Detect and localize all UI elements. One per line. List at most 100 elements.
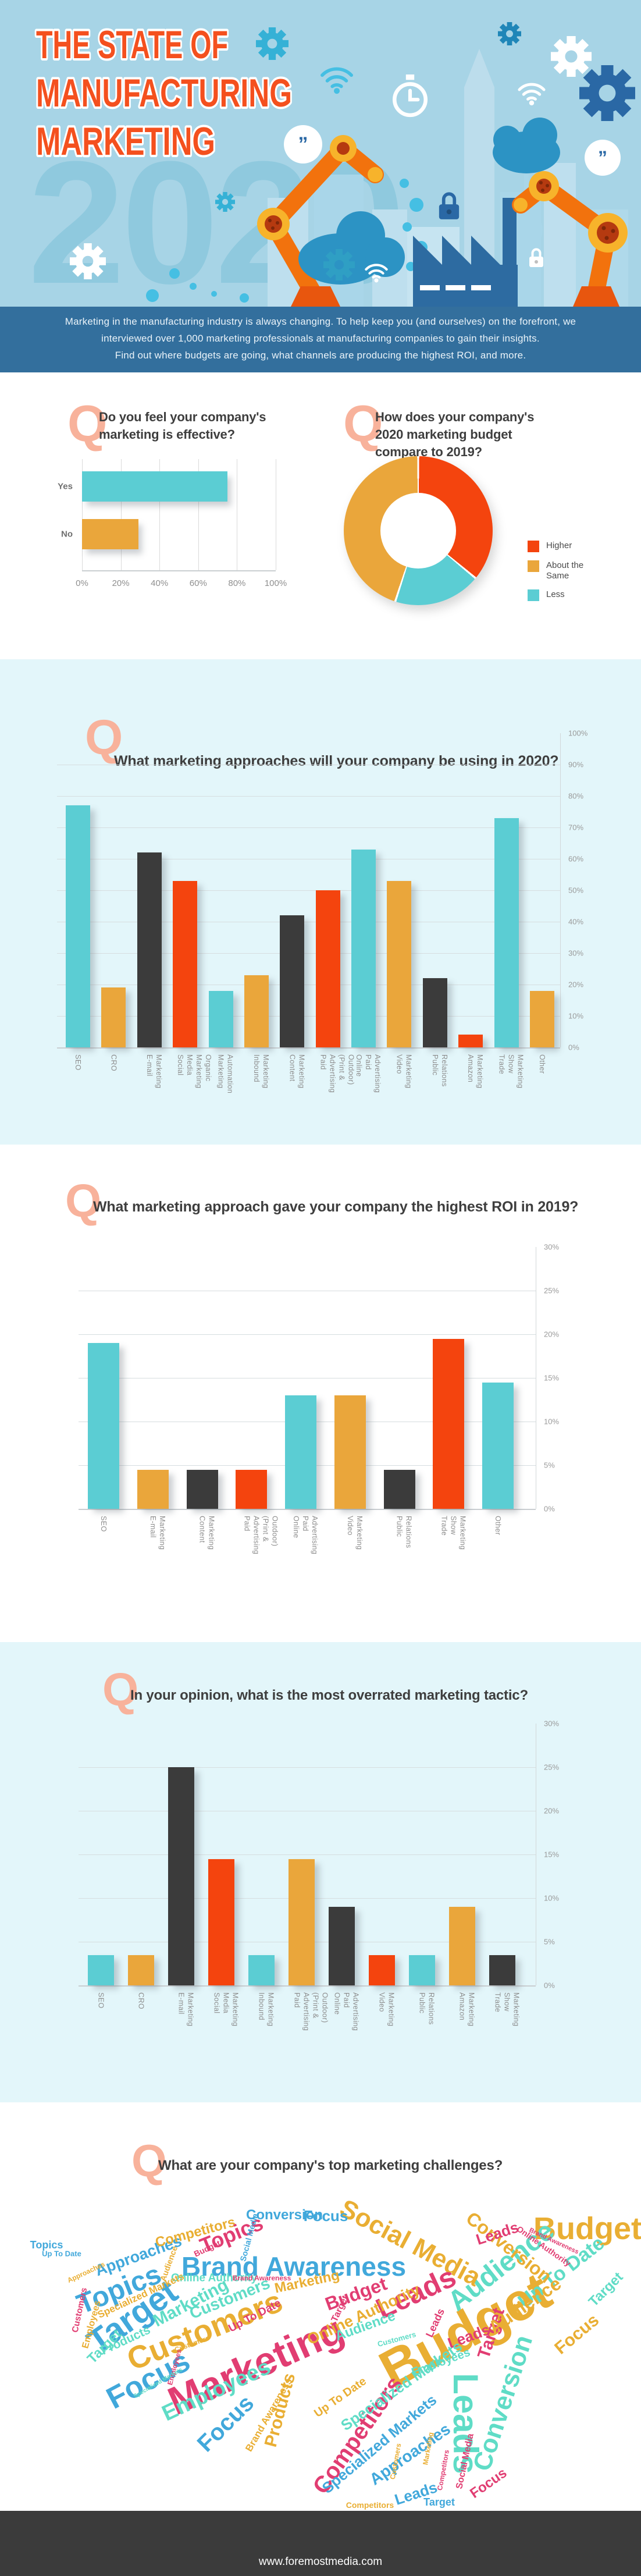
x-category-label: Social Media Marketing xyxy=(212,1992,240,2027)
cloud-word: Specialized Markets xyxy=(132,2367,184,2400)
bar xyxy=(101,987,126,1047)
cloud-word: Target xyxy=(84,2326,125,2367)
title-line-2: MANUFACTURING xyxy=(36,71,292,115)
cloud-word: Social Media xyxy=(454,2432,476,2490)
x-axis-tick: 20% xyxy=(112,578,130,588)
cloud-word: Brand Awareness xyxy=(181,2251,407,2282)
cloud-word: Specialized Markets xyxy=(95,2271,186,2321)
legend-swatch xyxy=(528,541,539,552)
x-category-label: Content Marketing xyxy=(198,1516,216,1550)
legend-swatch xyxy=(528,560,539,572)
bar xyxy=(289,1859,315,1985)
intro-band: Marketing in the manufacturing industry … xyxy=(0,307,641,372)
question-2-title: How does your company's 2020 marketing b… xyxy=(375,410,535,459)
gridline xyxy=(57,890,560,891)
cloud-word: Approaches xyxy=(92,2232,184,2280)
x-axis-tick: 0% xyxy=(76,578,88,588)
x-axis-line xyxy=(79,1509,536,1510)
x-category-label: Amazon Marketing xyxy=(466,1054,485,1089)
y-axis-tick: 40% xyxy=(568,917,584,926)
roi-bar-chart: 0% 5% 10% 15% 20% 25% 30% SEO E-mail Marketing Co… xyxy=(79,1243,559,1554)
bar xyxy=(88,1955,114,1985)
bar xyxy=(530,990,554,1047)
cloud-word: Customers xyxy=(187,2273,273,2323)
cloud-word: Marketing xyxy=(149,2275,232,2331)
y-axis-tick: 20% xyxy=(544,1806,560,1815)
y-axis-tick: 50% xyxy=(568,886,584,895)
cloud-word: Budget xyxy=(192,2238,222,2259)
bar xyxy=(82,471,227,502)
x-category-label: E-mail Marketing xyxy=(145,1054,163,1089)
cloud-word: Topics xyxy=(30,2239,63,2251)
cloud-word: Budget xyxy=(322,2273,390,2315)
x-category-label: Public Relations xyxy=(418,1992,436,2025)
bar xyxy=(285,1395,316,1509)
y-axis-tick: 70% xyxy=(568,823,584,832)
bar xyxy=(173,880,198,1047)
bar xyxy=(409,1955,435,1985)
x-axis-tick: 100% xyxy=(264,578,287,588)
bar xyxy=(482,1382,514,1509)
cloud-word: Leads xyxy=(445,2321,493,2352)
cloud-word: Brand Awareness xyxy=(232,2274,291,2282)
header-section: 2020 xyxy=(0,0,641,310)
y-axis-tick: 60% xyxy=(568,854,584,864)
y-axis-tick: 20% xyxy=(544,1330,560,1339)
bar xyxy=(334,1395,366,1509)
x-category-label: Inbound Marketing xyxy=(257,1992,275,2027)
cloud-word: Budget xyxy=(533,2211,641,2246)
bar xyxy=(186,1469,218,1509)
bar xyxy=(236,1469,268,1509)
cloud-word: Audience xyxy=(158,2244,180,2283)
gear-icon xyxy=(215,192,235,212)
cloud-word: Competitors xyxy=(435,2449,451,2492)
quote-bubble-icon: ” xyxy=(284,125,322,164)
cloud-word: Audience xyxy=(442,2215,561,2317)
gear-icon xyxy=(70,243,106,279)
cloud-word: Approaches xyxy=(366,2419,454,2489)
cloud-word: Audience xyxy=(333,2308,398,2344)
cloud-word: Employees xyxy=(409,2346,472,2379)
x-category-label: Trade Show Marketing xyxy=(440,1516,467,1550)
overrated-bar-chart: 0% 5% 10% 15% 20% 25% 30% SEO CRO E-mail Marketin… xyxy=(79,1719,559,2031)
legend-label: About the Same xyxy=(546,560,584,581)
cloud-word: Target xyxy=(329,2294,351,2324)
x-category-label: Paid Advertising (Print & Outdoor) xyxy=(243,1516,279,1555)
y-axis-tick: 30% xyxy=(544,1242,560,1252)
cloud-word: Topics xyxy=(72,2258,166,2321)
cloud-word: Competitors xyxy=(308,2371,408,2499)
cloud-word: Up To Date xyxy=(514,2232,609,2313)
bar xyxy=(248,1955,275,1985)
legend-label: Higher xyxy=(546,541,572,550)
y-axis-line xyxy=(560,733,561,1047)
y-axis-tick: 15% xyxy=(544,1373,560,1383)
cloud-word: Up To Date xyxy=(226,2297,283,2335)
x-category-label: Online Paid Advertising xyxy=(292,1516,319,1555)
bar xyxy=(489,1955,515,1985)
footer-url[interactable]: www.foremostmedia.com xyxy=(258,2556,383,2568)
bar xyxy=(449,1907,475,1985)
cloud-word: Leads xyxy=(392,2478,440,2509)
cloud-word: Conversion xyxy=(467,2332,539,2475)
bar xyxy=(387,880,412,1047)
y-axis-tick: 25% xyxy=(544,1763,560,1772)
x-axis-tick: 40% xyxy=(151,578,169,588)
question-mark: Q xyxy=(102,1664,139,1715)
cloud-word: Leads xyxy=(371,2260,461,2325)
donut-legend: Higher About the Same Less xyxy=(528,541,595,609)
cloud-word: Focus xyxy=(303,2207,348,2225)
legend-item: Higher xyxy=(528,541,595,552)
wifi-icon xyxy=(517,79,547,106)
bar xyxy=(329,1907,355,1985)
cloud-word: Target xyxy=(585,2269,626,2310)
page-title: THE STATE OF MANUFACTURING MARKETING xyxy=(34,20,294,166)
quote-bubble-icon: ” xyxy=(585,140,621,176)
gridline xyxy=(79,1854,536,1855)
cloud-word: Target xyxy=(80,2272,185,2361)
cloud-word: Leads xyxy=(423,2307,447,2339)
bar xyxy=(458,1035,483,1047)
cloud-word: Approaches xyxy=(66,2259,106,2285)
x-category-label: Paid Advertising (Print & Outdoor) xyxy=(293,1992,329,2031)
y-axis-tick: 90% xyxy=(568,760,584,769)
bar xyxy=(137,1469,169,1509)
